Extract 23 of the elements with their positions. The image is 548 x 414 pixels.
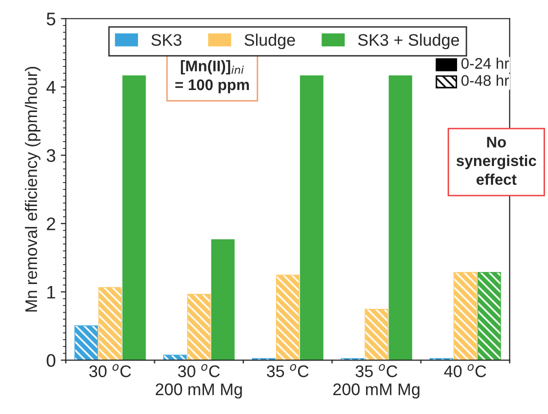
y-tick-label: 1: [47, 286, 56, 298]
y-tick-label: 2: [46, 217, 56, 230]
x-tick-label: 30 $^{o}$C 200 mM Mg: [156, 364, 242, 399]
x-tick-label: 40 $^{o}$C: [444, 364, 486, 378]
bar: [300, 75, 324, 360]
y-tick-label: 4: [46, 81, 56, 94]
legend-label: Sludge: [244, 34, 295, 50]
bar: [388, 75, 412, 360]
x-tick-label: 30 $^{o}$C: [89, 364, 131, 378]
bar: [122, 75, 146, 360]
y-tick-label: 3: [46, 149, 56, 162]
annotation: 0-48 hr: [461, 74, 509, 86]
y-axis-title: Mn removal efficiency (ppm/hour): [24, 66, 40, 312]
annotation: No synergistic effect: [456, 136, 536, 185]
annotation: 0-24 hr: [461, 58, 509, 69]
legend-label: SK3: [151, 34, 182, 46]
x-tick-label: 35 $^{o}$C: [266, 364, 309, 378]
y-tick-label: 0: [46, 354, 56, 367]
annotation: [Mn(II)]$_{ini}$ = 100 ppm: [175, 60, 249, 94]
bar: [211, 239, 235, 360]
x-tick-label: 35 $^{o}$C 200 mM Mg: [333, 364, 420, 399]
y-tick-label: 5: [46, 12, 56, 26]
legend-label: SK3 + Sludge: [358, 34, 460, 50]
